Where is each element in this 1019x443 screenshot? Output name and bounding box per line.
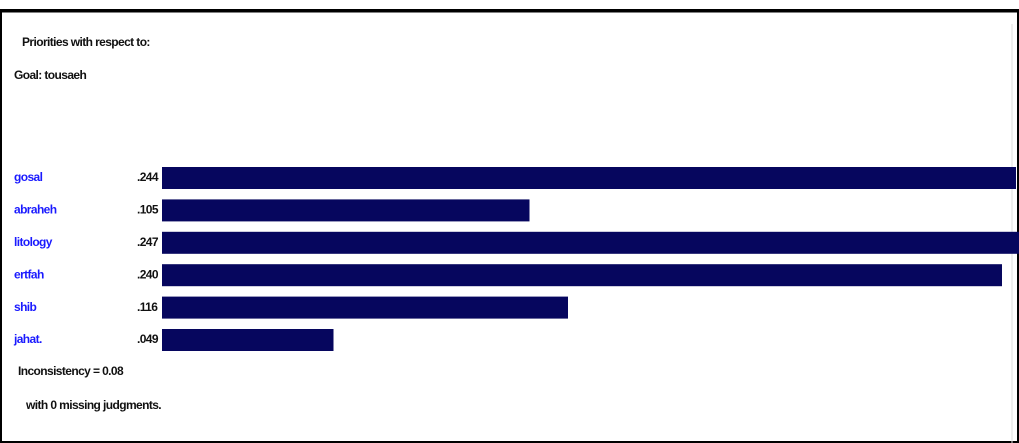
value-label: .116 bbox=[137, 300, 158, 314]
chart-title: Priorities with respect to: bbox=[22, 35, 150, 49]
bar bbox=[162, 167, 1016, 189]
chart-subtitle: Goal: tousaeh bbox=[14, 68, 86, 82]
panel-border bbox=[1, 10, 1018, 442]
bar bbox=[162, 199, 530, 221]
value-label: .240 bbox=[137, 267, 159, 281]
value-label: .049 bbox=[137, 332, 159, 346]
inconsistency: Inconsistency = 0.08 bbox=[18, 364, 124, 378]
window: Priorities with respect to: Goal: tousae… bbox=[0, 0, 1019, 443]
value-label: .244 bbox=[137, 170, 159, 184]
value-label: .105 bbox=[137, 203, 159, 217]
category-label: litology bbox=[14, 235, 53, 249]
value-label: .247 bbox=[137, 235, 159, 249]
bar bbox=[162, 264, 1002, 286]
category-label: shib bbox=[14, 300, 37, 314]
bar bbox=[162, 329, 334, 351]
category-label: jahat. bbox=[13, 332, 42, 346]
bar bbox=[162, 297, 568, 319]
bar bbox=[162, 232, 1019, 254]
category-label: ertfah bbox=[14, 267, 44, 281]
category-label: gosal bbox=[14, 170, 43, 184]
category-label: abraheh bbox=[14, 203, 57, 217]
missing-judgments: with 0 missing judgments. bbox=[25, 398, 161, 412]
